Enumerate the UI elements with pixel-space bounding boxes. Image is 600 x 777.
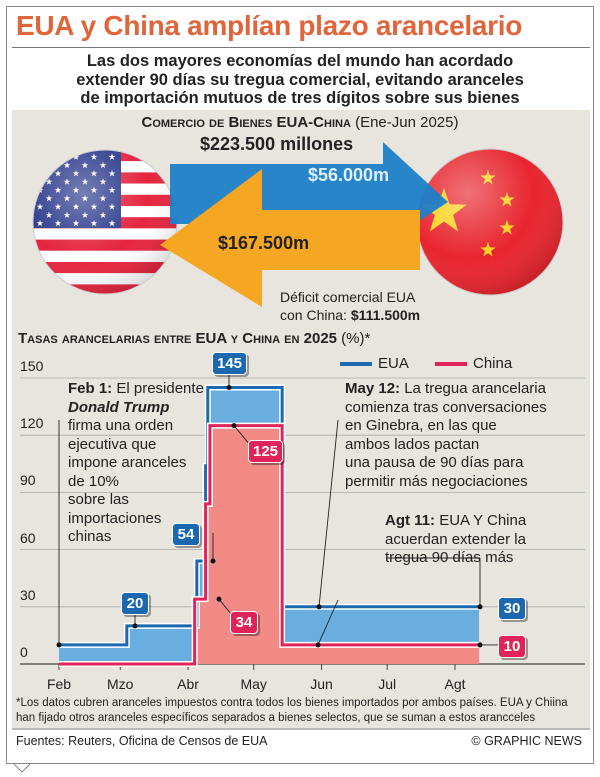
- point-marker: [132, 623, 138, 629]
- deficit-label: con China:: [280, 307, 347, 323]
- footnote-line: han fijado otros aranceles específicos s…: [16, 712, 536, 724]
- point-marker: [56, 642, 62, 648]
- annotation-line: permitir más negociaciones: [345, 472, 528, 490]
- china-line: [59, 424, 480, 666]
- annotation-line: ambos lados pactan: [345, 435, 480, 453]
- x-tick-label: Feb: [46, 676, 72, 692]
- deficit-value: $111.500m: [350, 307, 421, 323]
- point-marker: [315, 642, 321, 648]
- legend-eua: EUA: [340, 355, 409, 372]
- divider: [12, 47, 590, 48]
- point-marker: [477, 604, 483, 610]
- annotation-line: ejecutiva que: [68, 435, 157, 453]
- subtitle-line: de importación mutuos de tres dígitos so…: [80, 89, 520, 107]
- annotation-line: La tregua arancelaria: [404, 380, 546, 397]
- chart-title-text: Tasas arancelarias entre EUA y China en …: [18, 330, 337, 347]
- annotation-line: El presidente: [116, 380, 204, 397]
- annotation-date: May 12:: [345, 380, 401, 397]
- label-eua-145: 145: [212, 352, 248, 375]
- sources: Fuentes: Reuters, Oficina de Censos de E…: [16, 734, 268, 748]
- y-tick-label: 120: [20, 415, 44, 432]
- chart-unit: (%)*: [341, 330, 371, 347]
- legend-china: China: [435, 355, 512, 372]
- trade-deficit: Déficit comercial EUA con China: $111.50…: [280, 288, 420, 324]
- point-marker: [231, 423, 237, 429]
- y-tick-label: 0: [20, 644, 28, 660]
- label-china-10: 10: [498, 635, 526, 658]
- x-tick-label: Abr: [177, 676, 199, 692]
- import-arrow-orange: [160, 169, 420, 307]
- trade-title: Comercio de Bienes EUA-China (Ene-Jun 20…: [0, 114, 600, 131]
- china-exports-value: $167.500m: [218, 233, 310, 253]
- annotation-line: en Ginebra, en las que: [345, 417, 497, 434]
- annotation-line: acuerdan extender la: [385, 530, 526, 548]
- legend-swatch-china: [435, 362, 467, 367]
- annotation-line: importaciones: [68, 509, 162, 527]
- y-tick-label: 150: [20, 358, 44, 374]
- subtitle: Las dos mayores economías del mundo han …: [0, 52, 600, 108]
- legend-swatch-eua: [340, 362, 372, 367]
- y-tick-label: 30: [20, 586, 36, 603]
- annotation-line: EUA Y China: [439, 512, 527, 529]
- annotation-line: firma una orden: [68, 417, 174, 434]
- china-area: [59, 425, 480, 664]
- x-tick-label: Agt: [444, 676, 466, 692]
- frame-tab: [13, 763, 31, 773]
- x-tick-label: Jun: [310, 676, 333, 692]
- leader-line: [318, 419, 339, 607]
- point-marker: [316, 604, 322, 610]
- label-china-125: 125: [248, 440, 284, 463]
- footnote: *Los datos cubren aranceles impuestos co…: [16, 696, 591, 726]
- credit: © GRAPHIC NEWS: [471, 734, 582, 748]
- headline: EUA y China amplían plazo arancelario: [16, 10, 523, 41]
- label-eua-30: 30: [498, 597, 526, 620]
- subtitle-line: extender 90 días su tregua comercial, ev…: [76, 70, 524, 89]
- annotation-line: chinas: [68, 528, 112, 545]
- legend-label: EUA: [378, 355, 409, 372]
- frame: [6, 6, 594, 764]
- legend-label: China: [473, 355, 513, 372]
- us-exports-value: $56.000m: [308, 165, 390, 185]
- trade-total: $223.500 millones: [200, 134, 354, 154]
- annotation-line: impone aranceles: [68, 454, 187, 471]
- annotation-line: Donald Trump: [68, 398, 170, 416]
- point-marker: [210, 558, 216, 564]
- annotation-may12: May 12: La tregua arancelaria comienza t…: [345, 380, 547, 491]
- point-marker: [477, 642, 483, 648]
- subtitle-line: Las dos mayores economías del mundo han …: [86, 52, 514, 70]
- label-eua-20: 20: [121, 592, 149, 615]
- label-eua-54: 54: [172, 523, 200, 546]
- chart-title: Tasas arancelarias entre EUA y China en …: [18, 330, 370, 347]
- annotation-agt11: Agt 11: EUA Y China acuerdan extender la…: [385, 512, 526, 568]
- trade-period: (Ene-Jun 2025): [355, 114, 459, 131]
- annotation-line: tregua 90 días más: [385, 549, 514, 566]
- x-tick-label: May: [240, 676, 267, 692]
- trade-title-text: Comercio de Bienes EUA-China: [141, 114, 351, 131]
- x-tick-label: Jul: [378, 676, 397, 692]
- point-marker: [226, 385, 232, 391]
- annotation-feb1: Feb 1: El presidente Donald Trump firma …: [68, 380, 204, 547]
- point-marker: [216, 596, 222, 602]
- annotation-line: de 10%: [68, 472, 119, 490]
- annotation-line: una pausa de 90 días para: [345, 454, 524, 471]
- label-china-34: 34: [230, 611, 258, 634]
- y-tick-label: 90: [20, 472, 36, 489]
- y-tick-label: 60: [20, 529, 36, 546]
- leader-line: [317, 599, 339, 646]
- footnote-line: *Los datos cubren aranceles impuestos co…: [16, 697, 568, 709]
- deficit-label: Déficit comercial EUA: [280, 289, 416, 305]
- annotation-date: Agt 11:: [385, 512, 436, 529]
- annotation-date: Feb 1:: [68, 380, 113, 397]
- annotation-line: sobre las: [68, 491, 129, 508]
- annotation-line: comienza tras conversaciones: [345, 398, 547, 416]
- x-tick-label: Mzo: [107, 676, 134, 692]
